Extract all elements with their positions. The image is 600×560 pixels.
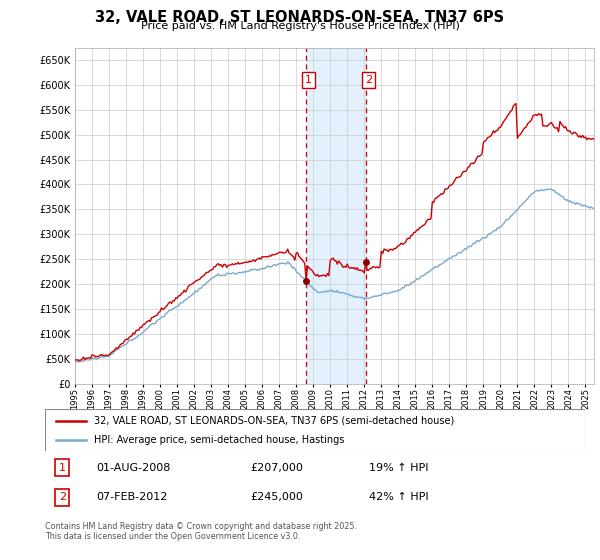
Text: 19% ↑ HPI: 19% ↑ HPI: [369, 463, 428, 473]
Text: 2: 2: [365, 75, 372, 85]
Text: 1: 1: [305, 75, 312, 85]
FancyBboxPatch shape: [45, 409, 585, 451]
Text: 2: 2: [59, 492, 66, 502]
Text: 07-FEB-2012: 07-FEB-2012: [96, 492, 167, 502]
Text: 01-AUG-2008: 01-AUG-2008: [96, 463, 170, 473]
Bar: [306, 48, 365, 384]
Text: Price paid vs. HM Land Registry's House Price Index (HPI): Price paid vs. HM Land Registry's House …: [140, 21, 460, 31]
Text: 1: 1: [59, 463, 66, 473]
Text: HPI: Average price, semi-detached house, Hastings: HPI: Average price, semi-detached house,…: [94, 435, 344, 445]
Text: £245,000: £245,000: [250, 492, 303, 502]
Text: 42% ↑ HPI: 42% ↑ HPI: [369, 492, 428, 502]
Text: £207,000: £207,000: [250, 463, 303, 473]
Text: 32, VALE ROAD, ST LEONARDS-ON-SEA, TN37 6PS (semi-detached house): 32, VALE ROAD, ST LEONARDS-ON-SEA, TN37 …: [94, 416, 454, 426]
Text: 32, VALE ROAD, ST LEONARDS-ON-SEA, TN37 6PS: 32, VALE ROAD, ST LEONARDS-ON-SEA, TN37 …: [95, 10, 505, 25]
Text: Contains HM Land Registry data © Crown copyright and database right 2025.
This d: Contains HM Land Registry data © Crown c…: [45, 522, 357, 542]
